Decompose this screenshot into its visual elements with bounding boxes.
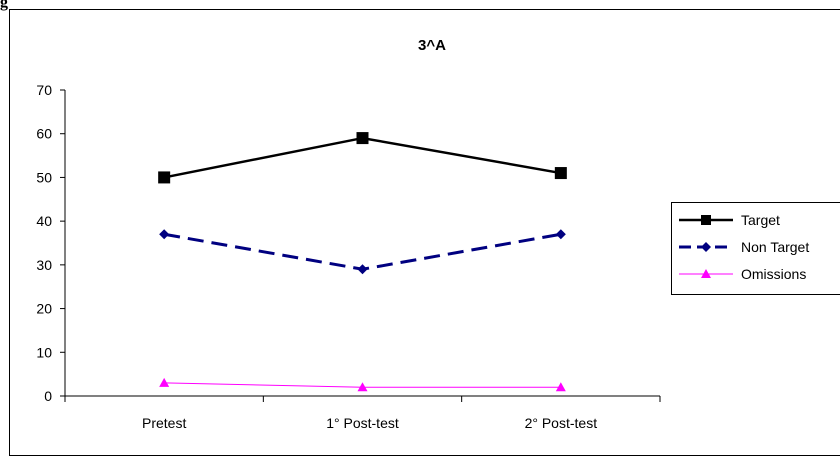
x-tick-label: Pretest	[142, 415, 186, 431]
data-point	[555, 229, 566, 240]
legend-label: Non Target	[741, 239, 809, 255]
series-layer	[158, 132, 567, 392]
y-tick-label: 40	[36, 213, 52, 229]
series-non-target	[159, 229, 566, 275]
data-point	[159, 229, 170, 240]
data-point	[554, 167, 567, 180]
legend-swatch-marker	[701, 242, 711, 252]
y-tick-label: 60	[36, 126, 52, 142]
legend: Target Non Target Omissions	[671, 202, 840, 295]
legend-swatch-marker	[701, 215, 711, 225]
x-tick-label: 2° Post-test	[525, 415, 598, 431]
data-point	[356, 132, 369, 145]
y-axis-ticks: 0 10 20 30 40 50 60 70	[36, 82, 65, 404]
y-tick-label: 50	[36, 169, 52, 185]
legend-swatch-marker	[701, 269, 711, 278]
legend-item: Target	[679, 212, 780, 228]
header-strip	[0, 0, 840, 9]
y-tick-label: 30	[36, 257, 52, 273]
y-tick-label: 70	[36, 82, 52, 98]
data-point	[357, 382, 368, 392]
legend-item: Omissions	[679, 266, 806, 282]
y-tick-label: 10	[36, 344, 52, 360]
y-tick-label: 20	[36, 301, 52, 317]
y-tick-label: 0	[44, 388, 52, 404]
series-omissions	[159, 377, 566, 392]
data-point	[555, 382, 566, 392]
legend-label: Target	[741, 212, 780, 228]
legend-label: Omissions	[741, 266, 806, 282]
chart-title: 3^A	[418, 37, 446, 54]
series-target	[158, 132, 567, 184]
data-point	[159, 377, 170, 387]
legend-item: Non Target	[679, 239, 809, 255]
data-point	[357, 264, 368, 275]
x-tick-label: 1° Post-test	[326, 415, 399, 431]
header-fragment: g	[0, 0, 8, 11]
x-axis-ticks: Pretest 1° Post-test 2° Post-test	[64, 396, 661, 431]
data-point	[158, 171, 171, 184]
